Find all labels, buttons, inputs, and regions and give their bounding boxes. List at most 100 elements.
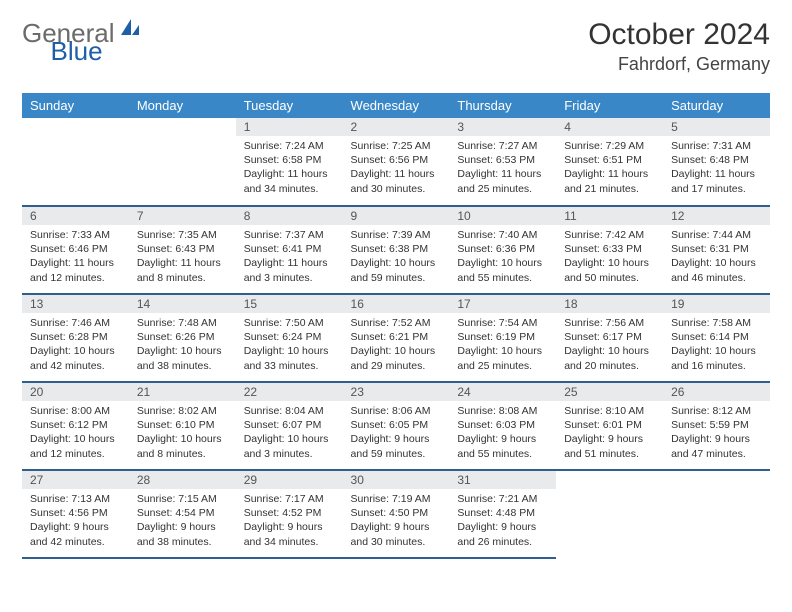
sunrise-line: Sunrise: 7:56 AM xyxy=(564,316,655,330)
sunset-line: Sunset: 5:59 PM xyxy=(671,418,762,432)
weekday-saturday: Saturday xyxy=(663,93,770,118)
day-details: Sunrise: 7:54 AMSunset: 6:19 PMDaylight:… xyxy=(449,313,556,377)
day-number: 1 xyxy=(236,118,343,136)
calendar-day-cell: 11Sunrise: 7:42 AMSunset: 6:33 PMDayligh… xyxy=(556,206,663,294)
sunset-line: Sunset: 6:17 PM xyxy=(564,330,655,344)
daylight-line: Daylight: 9 hours and 42 minutes. xyxy=(30,520,121,548)
day-number: 5 xyxy=(663,118,770,136)
calendar-day-cell: 7Sunrise: 7:35 AMSunset: 6:43 PMDaylight… xyxy=(129,206,236,294)
day-number: 27 xyxy=(22,471,129,489)
sunrise-line: Sunrise: 7:13 AM xyxy=(30,492,121,506)
day-number: 15 xyxy=(236,295,343,313)
daylight-line: Daylight: 9 hours and 47 minutes. xyxy=(671,432,762,460)
sunset-line: Sunset: 6:33 PM xyxy=(564,242,655,256)
day-details: Sunrise: 7:48 AMSunset: 6:26 PMDaylight:… xyxy=(129,313,236,377)
sunset-line: Sunset: 6:53 PM xyxy=(457,153,548,167)
day-details: Sunrise: 7:13 AMSunset: 4:56 PMDaylight:… xyxy=(22,489,129,553)
calendar-day-cell: 17Sunrise: 7:54 AMSunset: 6:19 PMDayligh… xyxy=(449,294,556,382)
day-number: 23 xyxy=(343,383,450,401)
day-details: Sunrise: 7:39 AMSunset: 6:38 PMDaylight:… xyxy=(343,225,450,289)
sunset-line: Sunset: 6:21 PM xyxy=(351,330,442,344)
day-details: Sunrise: 7:15 AMSunset: 4:54 PMDaylight:… xyxy=(129,489,236,553)
daylight-line: Daylight: 10 hours and 3 minutes. xyxy=(244,432,335,460)
day-number: 4 xyxy=(556,118,663,136)
calendar-day-cell: 21Sunrise: 8:02 AMSunset: 6:10 PMDayligh… xyxy=(129,382,236,470)
sunset-line: Sunset: 6:14 PM xyxy=(671,330,762,344)
sunset-line: Sunset: 6:28 PM xyxy=(30,330,121,344)
day-details: Sunrise: 7:50 AMSunset: 6:24 PMDaylight:… xyxy=(236,313,343,377)
day-number: 14 xyxy=(129,295,236,313)
day-details: Sunrise: 7:33 AMSunset: 6:46 PMDaylight:… xyxy=(22,225,129,289)
day-number: 26 xyxy=(663,383,770,401)
day-details: Sunrise: 8:10 AMSunset: 6:01 PMDaylight:… xyxy=(556,401,663,465)
calendar-day-cell: .. xyxy=(663,470,770,558)
calendar-day-cell: 12Sunrise: 7:44 AMSunset: 6:31 PMDayligh… xyxy=(663,206,770,294)
calendar-week-row: ....1Sunrise: 7:24 AMSunset: 6:58 PMDayl… xyxy=(22,118,770,206)
daylight-line: Daylight: 10 hours and 33 minutes. xyxy=(244,344,335,372)
sunrise-line: Sunrise: 8:08 AM xyxy=(457,404,548,418)
location: Fahrdorf, Germany xyxy=(588,54,770,75)
day-details: Sunrise: 7:25 AMSunset: 6:56 PMDaylight:… xyxy=(343,136,450,200)
sunrise-line: Sunrise: 7:29 AM xyxy=(564,139,655,153)
day-details: Sunrise: 8:06 AMSunset: 6:05 PMDaylight:… xyxy=(343,401,450,465)
sunset-line: Sunset: 6:24 PM xyxy=(244,330,335,344)
sunrise-line: Sunrise: 7:39 AM xyxy=(351,228,442,242)
daylight-line: Daylight: 10 hours and 38 minutes. xyxy=(137,344,228,372)
day-number: 8 xyxy=(236,207,343,225)
daylight-line: Daylight: 9 hours and 30 minutes. xyxy=(351,520,442,548)
sunset-line: Sunset: 6:01 PM xyxy=(564,418,655,432)
sunset-line: Sunset: 6:26 PM xyxy=(137,330,228,344)
daylight-line: Daylight: 9 hours and 51 minutes. xyxy=(564,432,655,460)
sunrise-line: Sunrise: 7:31 AM xyxy=(671,139,762,153)
calendar-week-row: 27Sunrise: 7:13 AMSunset: 4:56 PMDayligh… xyxy=(22,470,770,558)
sunset-line: Sunset: 6:46 PM xyxy=(30,242,121,256)
calendar-table: Sunday Monday Tuesday Wednesday Thursday… xyxy=(22,93,770,559)
calendar-day-cell: 20Sunrise: 8:00 AMSunset: 6:12 PMDayligh… xyxy=(22,382,129,470)
daylight-line: Daylight: 10 hours and 29 minutes. xyxy=(351,344,442,372)
day-number: 10 xyxy=(449,207,556,225)
day-details: Sunrise: 7:44 AMSunset: 6:31 PMDaylight:… xyxy=(663,225,770,289)
sunrise-line: Sunrise: 7:17 AM xyxy=(244,492,335,506)
sunset-line: Sunset: 6:05 PM xyxy=(351,418,442,432)
calendar-day-cell: 29Sunrise: 7:17 AMSunset: 4:52 PMDayligh… xyxy=(236,470,343,558)
daylight-line: Daylight: 10 hours and 55 minutes. xyxy=(457,256,548,284)
calendar-day-cell: 8Sunrise: 7:37 AMSunset: 6:41 PMDaylight… xyxy=(236,206,343,294)
sunset-line: Sunset: 6:43 PM xyxy=(137,242,228,256)
sunset-line: Sunset: 6:38 PM xyxy=(351,242,442,256)
daylight-line: Daylight: 9 hours and 55 minutes. xyxy=(457,432,548,460)
calendar-day-cell: 25Sunrise: 8:10 AMSunset: 6:01 PMDayligh… xyxy=(556,382,663,470)
sunset-line: Sunset: 6:41 PM xyxy=(244,242,335,256)
daylight-line: Daylight: 10 hours and 25 minutes. xyxy=(457,344,548,372)
logo-text-blue: Blue xyxy=(51,36,103,67)
day-number: 16 xyxy=(343,295,450,313)
day-number: 17 xyxy=(449,295,556,313)
calendar-week-row: 13Sunrise: 7:46 AMSunset: 6:28 PMDayligh… xyxy=(22,294,770,382)
day-number: 9 xyxy=(343,207,450,225)
sunrise-line: Sunrise: 7:46 AM xyxy=(30,316,121,330)
sunset-line: Sunset: 6:58 PM xyxy=(244,153,335,167)
day-details: Sunrise: 8:00 AMSunset: 6:12 PMDaylight:… xyxy=(22,401,129,465)
sunrise-line: Sunrise: 7:37 AM xyxy=(244,228,335,242)
calendar-weekday-header: Sunday Monday Tuesday Wednesday Thursday… xyxy=(22,93,770,118)
sunset-line: Sunset: 6:12 PM xyxy=(30,418,121,432)
calendar-day-cell: 3Sunrise: 7:27 AMSunset: 6:53 PMDaylight… xyxy=(449,118,556,206)
daylight-line: Daylight: 9 hours and 26 minutes. xyxy=(457,520,548,548)
calendar-day-cell: 31Sunrise: 7:21 AMSunset: 4:48 PMDayligh… xyxy=(449,470,556,558)
calendar-day-cell: 23Sunrise: 8:06 AMSunset: 6:05 PMDayligh… xyxy=(343,382,450,470)
daylight-line: Daylight: 10 hours and 59 minutes. xyxy=(351,256,442,284)
sunrise-line: Sunrise: 7:21 AM xyxy=(457,492,548,506)
calendar-day-cell: 9Sunrise: 7:39 AMSunset: 6:38 PMDaylight… xyxy=(343,206,450,294)
calendar-day-cell: 30Sunrise: 7:19 AMSunset: 4:50 PMDayligh… xyxy=(343,470,450,558)
sunset-line: Sunset: 4:48 PM xyxy=(457,506,548,520)
calendar-page: General Blue October 2024 Fahrdorf, Germ… xyxy=(0,0,792,577)
sunset-line: Sunset: 6:36 PM xyxy=(457,242,548,256)
sunset-line: Sunset: 6:10 PM xyxy=(137,418,228,432)
day-number: 18 xyxy=(556,295,663,313)
daylight-line: Daylight: 10 hours and 12 minutes. xyxy=(30,432,121,460)
day-number: 30 xyxy=(343,471,450,489)
daylight-line: Daylight: 11 hours and 12 minutes. xyxy=(30,256,121,284)
calendar-day-cell: 14Sunrise: 7:48 AMSunset: 6:26 PMDayligh… xyxy=(129,294,236,382)
sunrise-line: Sunrise: 7:50 AM xyxy=(244,316,335,330)
day-details: Sunrise: 8:04 AMSunset: 6:07 PMDaylight:… xyxy=(236,401,343,465)
sunset-line: Sunset: 6:56 PM xyxy=(351,153,442,167)
